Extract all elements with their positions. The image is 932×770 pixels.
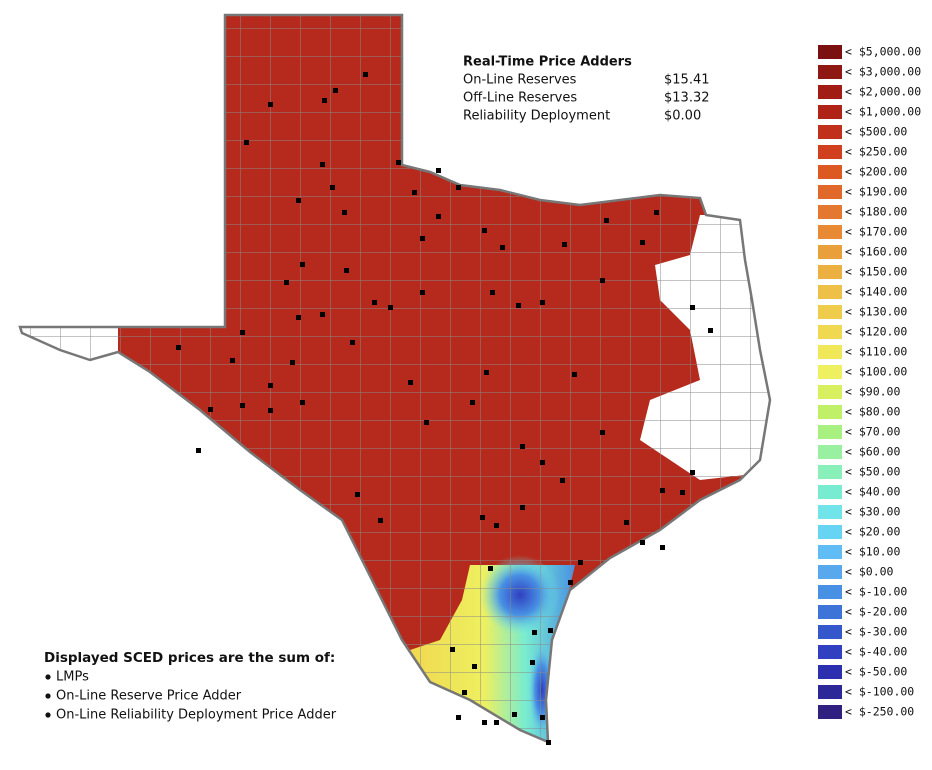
legend-swatch	[818, 285, 842, 299]
legend-swatch	[818, 125, 842, 139]
note-item: On-Line Reliability Deployment Price Add…	[56, 708, 337, 723]
legend-swatch	[818, 185, 842, 199]
bullet	[45, 693, 51, 699]
legend-label: < $120.00	[845, 325, 907, 339]
legend-swatch	[818, 85, 842, 99]
legend-label: < $90.00	[845, 385, 900, 399]
legend-swatch	[818, 685, 842, 699]
note-item: LMPs	[56, 670, 89, 685]
legend-label: < $80.00	[845, 405, 900, 419]
legend-swatch	[818, 345, 842, 359]
legend-swatch	[818, 545, 842, 559]
legend-label: < $-100.00	[845, 685, 914, 699]
legend-swatch	[818, 245, 842, 259]
legend-swatch	[818, 705, 842, 719]
adder-label: Reliability Deployment	[463, 109, 610, 124]
bullet	[45, 674, 51, 680]
legend-label: < $100.00	[845, 365, 907, 379]
legend-swatch	[818, 45, 842, 59]
legend: < $5,000.00 < $3,000.00 < $2,000.00 < $1,00…	[818, 45, 921, 719]
legend-label: < $5,000.00	[845, 45, 921, 59]
note-item: On-Line Reserve Price Adder	[56, 689, 242, 704]
legend-label: < $40.00	[845, 485, 900, 499]
legend-swatch	[818, 465, 842, 479]
adder-value: $0.00	[664, 109, 701, 124]
legend-swatch	[818, 525, 842, 539]
legend-label: < $110.00	[845, 345, 907, 359]
legend-label: < $60.00	[845, 445, 900, 459]
legend-swatch	[818, 165, 842, 179]
legend-label: < $20.00	[845, 525, 900, 539]
legend-label: < $-30.00	[845, 625, 907, 639]
legend-label: < $0.00	[845, 565, 894, 579]
adder-value: $13.32	[664, 91, 710, 106]
legend-label: < $150.00	[845, 265, 907, 279]
legend-label: < $180.00	[845, 205, 907, 219]
legend-swatch	[818, 305, 842, 319]
legend-label: < $3,000.00	[845, 65, 921, 79]
legend-swatch	[818, 565, 842, 579]
adders-title: Real-Time Price Adders	[463, 55, 632, 70]
legend-label: < $160.00	[845, 245, 907, 259]
legend-swatch	[818, 625, 842, 639]
bullet	[45, 712, 51, 718]
legend-swatch	[818, 405, 842, 419]
legend-label: < $200.00	[845, 165, 907, 179]
legend-swatch	[818, 645, 842, 659]
legend-swatch	[818, 665, 842, 679]
legend-label: < $50.00	[845, 465, 900, 479]
legend-swatch	[818, 225, 842, 239]
legend-label: < $10.00	[845, 545, 900, 559]
legend-swatch	[818, 605, 842, 619]
legend-label: < $-20.00	[845, 605, 907, 619]
adder-label: Off-Line Reserves	[463, 91, 577, 106]
note-list: LMPs On-Line Reserve Price Adder On-Line R…	[45, 670, 337, 723]
legend-label: < $70.00	[845, 425, 900, 439]
legend-swatch	[818, 505, 842, 519]
legend-swatch	[818, 325, 842, 339]
legend-label: < $500.00	[845, 125, 907, 139]
legend-label: < $-250.00	[845, 705, 914, 719]
legend-swatch	[818, 485, 842, 499]
legend-label: < $30.00	[845, 505, 900, 519]
note-title: Displayed SCED prices are the sum of:	[44, 650, 335, 666]
legend-swatch	[818, 445, 842, 459]
price-adders: On-Line Reserves $15.41 Off-Line Reserves $…	[463, 73, 710, 124]
legend-label: < $-50.00	[845, 665, 907, 679]
legend-label: < $-10.00	[845, 585, 907, 599]
legend-swatch	[818, 65, 842, 79]
legend-label: < $190.00	[845, 185, 907, 199]
legend-label: < $2,000.00	[845, 85, 921, 99]
legend-swatch	[818, 105, 842, 119]
legend-label: < $170.00	[845, 225, 907, 239]
legend-swatch	[818, 365, 842, 379]
legend-swatch	[818, 585, 842, 599]
legend-swatch	[818, 265, 842, 279]
legend-label: < $140.00	[845, 285, 907, 299]
legend-swatch	[818, 385, 842, 399]
legend-label: < $130.00	[845, 305, 907, 319]
adder-value: $15.41	[664, 73, 710, 88]
legend-label: < $250.00	[845, 145, 907, 159]
legend-label: < $1,000.00	[845, 105, 921, 119]
legend-swatch	[818, 145, 842, 159]
legend-label: < $-40.00	[845, 645, 907, 659]
adder-label: On-Line Reserves	[463, 73, 577, 88]
legend-swatch	[818, 205, 842, 219]
legend-swatch	[818, 425, 842, 439]
